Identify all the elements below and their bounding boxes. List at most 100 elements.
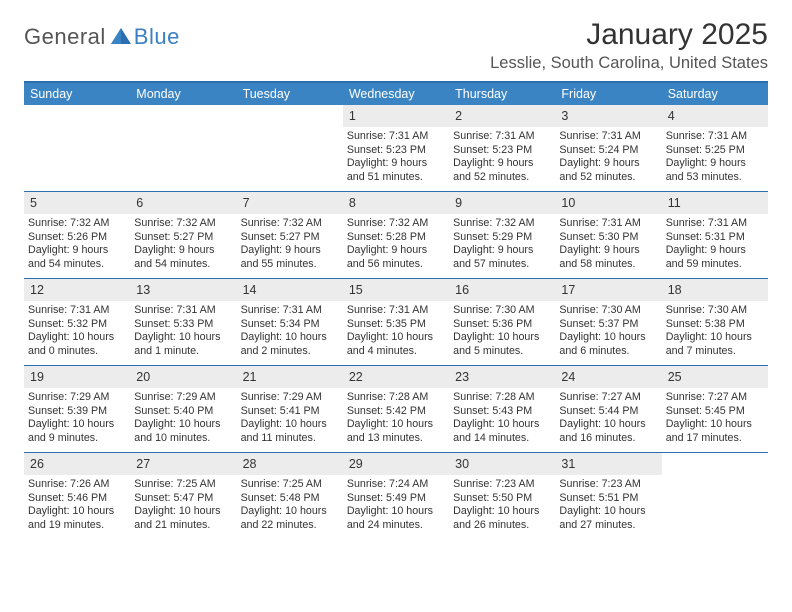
dow-fri: Friday	[555, 83, 661, 105]
daynum-row: 2	[449, 105, 555, 127]
month-title: January 2025	[490, 18, 768, 52]
day-info: Sunrise: 7:32 AMSunset: 5:29 PMDaylight:…	[453, 217, 551, 272]
day-cell: 26 Sunrise: 7:26 AMSunset: 5:46 PMDayligh…	[24, 453, 130, 539]
day-info: Sunrise: 7:31 AMSunset: 5:30 PMDaylight:…	[559, 217, 657, 272]
daynum-row: 8	[343, 192, 449, 214]
day-number: 18	[668, 283, 682, 297]
day-cell: 4 Sunrise: 7:31 AMSunset: 5:25 PMDaylight…	[662, 105, 768, 191]
daynum-row: 14	[237, 279, 343, 301]
daynum-row: 30	[449, 453, 555, 475]
day-info: Sunrise: 7:27 AMSunset: 5:45 PMDaylight:…	[666, 391, 764, 446]
week-row: 26 Sunrise: 7:26 AMSunset: 5:46 PMDayligh…	[24, 452, 768, 539]
dow-sun: Sunday	[24, 83, 130, 105]
daynum-row: 23	[449, 366, 555, 388]
day-info: Sunrise: 7:31 AMSunset: 5:35 PMDaylight:…	[347, 304, 445, 359]
day-cell: 21 Sunrise: 7:29 AMSunset: 5:41 PMDayligh…	[237, 366, 343, 452]
day-cell: 13Sunrise: 7:31 AMSunset: 5:33 PMDayligh…	[130, 279, 236, 365]
day-cell: 31Sunrise: 7:23 AMSunset: 5:51 PMDayligh…	[555, 453, 661, 539]
daynum-row: 18	[662, 279, 768, 301]
day-cell: 5 Sunrise: 7:32 AMSunset: 5:26 PMDaylight…	[24, 192, 130, 278]
day-cell: 9 Sunrise: 7:32 AMSunset: 5:29 PMDaylight…	[449, 192, 555, 278]
day-number: 14	[243, 283, 257, 297]
day-number: 9	[455, 196, 462, 210]
day-info: Sunrise: 7:31 AMSunset: 5:31 PMDaylight:…	[666, 217, 764, 272]
day-info: Sunrise: 7:26 AMSunset: 5:46 PMDaylight:…	[28, 478, 126, 533]
daynum-row: 9	[449, 192, 555, 214]
day-info: Sunrise: 7:23 AMSunset: 5:50 PMDaylight:…	[453, 478, 551, 533]
daynum-row: 12	[24, 279, 130, 301]
day-cell: 16 Sunrise: 7:30 AMSunset: 5:36 PMDayligh…	[449, 279, 555, 365]
day-info: Sunrise: 7:25 AMSunset: 5:47 PMDaylight:…	[134, 478, 232, 533]
day-cell	[237, 105, 343, 191]
day-cell: 6 Sunrise: 7:32 AMSunset: 5:27 PMDaylight…	[130, 192, 236, 278]
daynum-row: 4	[662, 105, 768, 127]
day-number: 11	[668, 196, 681, 210]
day-number: 21	[243, 370, 257, 384]
daynum-row: 24	[555, 366, 661, 388]
daynum-row: 26	[24, 453, 130, 475]
day-cell: 30 Sunrise: 7:23 AMSunset: 5:50 PMDayligh…	[449, 453, 555, 539]
daynum-row: 25	[662, 366, 768, 388]
title-block: January 2025 Lesslie, South Carolina, Un…	[490, 18, 768, 73]
day-cell	[662, 453, 768, 539]
day-cell: 17 Sunrise: 7:30 AMSunset: 5:37 PMDayligh…	[555, 279, 661, 365]
day-cell	[130, 105, 236, 191]
logo-text-blue: Blue	[134, 24, 180, 50]
day-number: 12	[30, 283, 44, 297]
daynum-row: 31	[555, 453, 661, 475]
day-cell: 25 Sunrise: 7:27 AMSunset: 5:45 PMDayligh…	[662, 366, 768, 452]
day-cell: 24 Sunrise: 7:27 AMSunset: 5:44 PMDayligh…	[555, 366, 661, 452]
day-cell	[24, 105, 130, 191]
daynum-row: 17	[555, 279, 661, 301]
day-cell: 10 Sunrise: 7:31 AMSunset: 5:30 PMDayligh…	[555, 192, 661, 278]
day-info: Sunrise: 7:30 AMSunset: 5:37 PMDaylight:…	[559, 304, 657, 359]
daynum-row: 10	[555, 192, 661, 214]
daynum-row: 6	[130, 192, 236, 214]
day-number: 5	[30, 196, 37, 210]
day-info: Sunrise: 7:32 AMSunset: 5:26 PMDaylight:…	[28, 217, 126, 272]
dow-row: Sunday Monday Tuesday Wednesday Thursday…	[24, 83, 768, 105]
day-number: 23	[455, 370, 469, 384]
day-number: 2	[455, 109, 462, 123]
day-number: 1	[349, 109, 356, 123]
week-row: 19Sunrise: 7:29 AMSunset: 5:39 PMDayligh…	[24, 365, 768, 452]
day-info: Sunrise: 7:30 AMSunset: 5:36 PMDaylight:…	[453, 304, 551, 359]
day-number: 24	[561, 370, 575, 384]
daynum-row: 21	[237, 366, 343, 388]
daynum-row: 16	[449, 279, 555, 301]
day-number: 16	[455, 283, 469, 297]
day-info: Sunrise: 7:32 AMSunset: 5:27 PMDaylight:…	[134, 217, 232, 272]
day-number: 8	[349, 196, 356, 210]
day-number: 31	[561, 457, 575, 471]
day-info: Sunrise: 7:31 AMSunset: 5:23 PMDaylight:…	[453, 130, 551, 185]
day-info: Sunrise: 7:30 AMSunset: 5:38 PMDaylight:…	[666, 304, 764, 359]
logo: General Blue	[24, 18, 180, 50]
day-number: 3	[561, 109, 568, 123]
day-info: Sunrise: 7:31 AMSunset: 5:25 PMDaylight:…	[666, 130, 764, 185]
daynum-row: 7	[237, 192, 343, 214]
day-cell: 14Sunrise: 7:31 AMSunset: 5:34 PMDayligh…	[237, 279, 343, 365]
day-cell: 3Sunrise: 7:31 AMSunset: 5:24 PMDaylight…	[555, 105, 661, 191]
day-info: Sunrise: 7:27 AMSunset: 5:44 PMDaylight:…	[559, 391, 657, 446]
dow-tue: Tuesday	[237, 83, 343, 105]
location: Lesslie, South Carolina, United States	[490, 54, 768, 73]
day-info: Sunrise: 7:29 AMSunset: 5:39 PMDaylight:…	[28, 391, 126, 446]
day-number: 29	[349, 457, 363, 471]
day-cell: 8Sunrise: 7:32 AMSunset: 5:28 PMDaylight…	[343, 192, 449, 278]
daynum-row: 20	[130, 366, 236, 388]
day-info: Sunrise: 7:28 AMSunset: 5:42 PMDaylight:…	[347, 391, 445, 446]
day-info: Sunrise: 7:29 AMSunset: 5:41 PMDaylight:…	[241, 391, 339, 446]
daynum-row: 15	[343, 279, 449, 301]
calendar: Sunday Monday Tuesday Wednesday Thursday…	[24, 81, 768, 539]
daynum-row: 13	[130, 279, 236, 301]
day-info: Sunrise: 7:32 AMSunset: 5:27 PMDaylight:…	[241, 217, 339, 272]
day-number: 28	[243, 457, 257, 471]
day-cell: 22 Sunrise: 7:28 AMSunset: 5:42 PMDayligh…	[343, 366, 449, 452]
day-cell: 27Sunrise: 7:25 AMSunset: 5:47 PMDayligh…	[130, 453, 236, 539]
daynum-row: 22	[343, 366, 449, 388]
day-cell: 20Sunrise: 7:29 AMSunset: 5:40 PMDayligh…	[130, 366, 236, 452]
day-number: 22	[349, 370, 363, 384]
day-info: Sunrise: 7:24 AMSunset: 5:49 PMDaylight:…	[347, 478, 445, 533]
day-info: Sunrise: 7:25 AMSunset: 5:48 PMDaylight:…	[241, 478, 339, 533]
daynum-row: 28	[237, 453, 343, 475]
